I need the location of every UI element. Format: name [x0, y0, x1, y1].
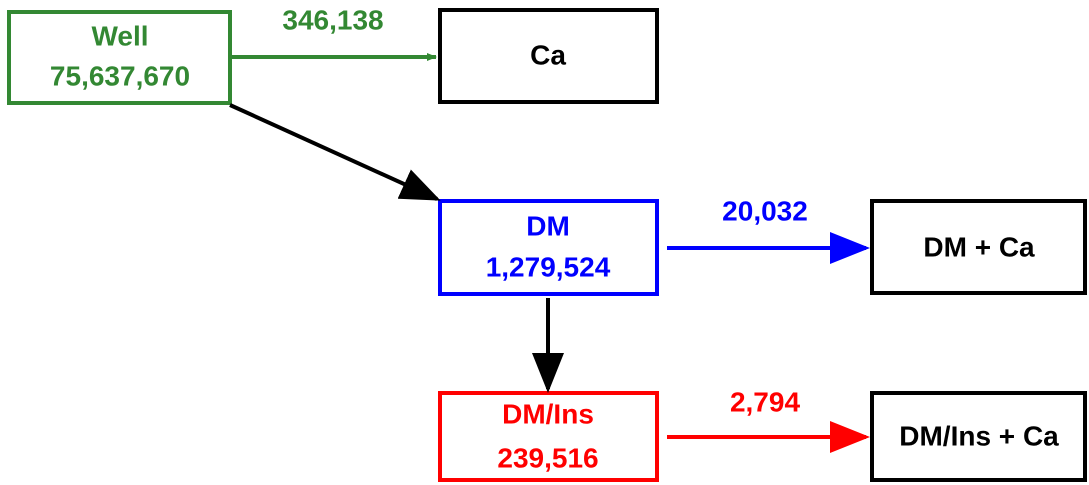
node-box	[7, 10, 232, 105]
node-label: DM	[526, 210, 570, 241]
node-count: 75,637,670	[50, 60, 190, 91]
node-label: DM/Ins + Ca	[899, 420, 1059, 451]
node-label: Well	[91, 20, 148, 51]
arrow	[229, 103, 441, 201]
node-box	[438, 199, 659, 296]
node-label: DM/Ins	[502, 398, 594, 429]
edge-label: 346,138	[282, 4, 383, 35]
node-box	[870, 391, 1087, 482]
node-box	[438, 8, 659, 104]
node-box	[870, 199, 1087, 295]
edge-label: 20,032	[722, 195, 808, 226]
node-label: DM + Ca	[923, 231, 1035, 262]
node-count: 1,279,524	[486, 251, 611, 282]
edge-label: 2,794	[730, 386, 800, 417]
node-label: Ca	[530, 39, 566, 70]
node-box	[438, 391, 659, 482]
node-count: 239,516	[497, 442, 598, 473]
